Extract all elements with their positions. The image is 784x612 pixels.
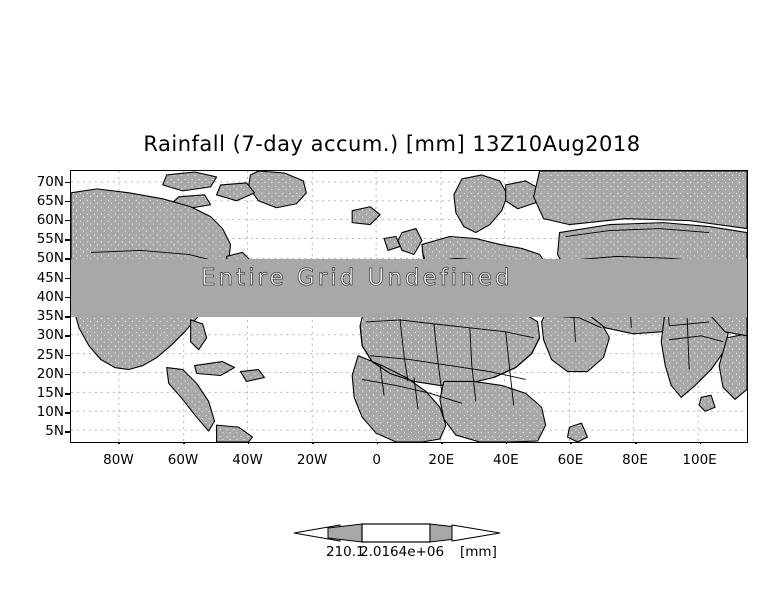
y-tick-label: 20N xyxy=(36,365,64,382)
x-tick-label: 40E xyxy=(492,452,519,468)
colorbar-units-label: [mm] xyxy=(460,544,497,560)
y-tick-label: 40N xyxy=(36,288,64,305)
y-tick-label: 70N xyxy=(36,173,64,190)
y-tick-mark xyxy=(65,239,71,241)
y-tick-label: 55N xyxy=(36,231,64,248)
x-tick-label: 20W xyxy=(296,452,328,468)
y-tick-label: 15N xyxy=(36,385,64,401)
y-tick-mark xyxy=(65,373,71,376)
y-tick-mark xyxy=(65,200,71,203)
y-tick-mark xyxy=(65,316,71,318)
y-tick-label: 10N xyxy=(36,404,64,421)
y-tick-label: 45N xyxy=(36,269,64,286)
colorbar[interactable]: 210.1 2.0164e+06 [mm] xyxy=(292,518,502,568)
x-tick-label: 60E xyxy=(557,452,584,468)
y-tick-mark xyxy=(65,181,71,184)
x-tick-label: 100E xyxy=(682,452,717,468)
y-tick-mark xyxy=(65,335,71,337)
y-tick-mark xyxy=(65,258,71,260)
colorbar-graphic xyxy=(293,523,501,543)
x-tick-label: 80E xyxy=(622,452,648,468)
map-plot-area[interactable]: Entire Grid Undefined xyxy=(70,170,748,443)
y-tick-mark xyxy=(65,354,71,357)
colorbar-tick-label-min: 210.1 xyxy=(326,544,365,560)
x-tick-label: 40W xyxy=(232,452,263,468)
x-tick-label: 60W xyxy=(167,452,199,468)
x-tick-label: 80W xyxy=(103,452,134,468)
y-tick-mark xyxy=(65,393,71,395)
y-tick-mark xyxy=(65,277,71,280)
chart-title: Rainfall (7-day accum.) [mm] 13Z10Aug201… xyxy=(143,132,641,156)
y-tick-label: 5N xyxy=(45,423,64,440)
world-map-graphic xyxy=(71,171,747,442)
y-tick-mark xyxy=(65,412,71,414)
y-tick-mark xyxy=(65,219,71,222)
colorbar-tick-label-max: 2.0164e+06 xyxy=(360,544,445,560)
y-tick-label: 30N xyxy=(36,327,64,344)
colorbar-tick-labels: 210.1 2.0164e+06 [mm] xyxy=(292,544,502,568)
y-tick-label: 25N xyxy=(36,346,64,363)
y-tick-label: 35N xyxy=(36,308,64,325)
x-tick-label: 20E xyxy=(428,452,455,468)
y-tick-label: 50N xyxy=(36,250,64,267)
y-tick-mark xyxy=(65,431,71,433)
y-tick-label: 60N xyxy=(36,211,64,228)
x-tick-label: 0 xyxy=(372,452,381,468)
y-tick-mark xyxy=(65,296,71,299)
y-tick-label: 65N xyxy=(36,192,64,209)
